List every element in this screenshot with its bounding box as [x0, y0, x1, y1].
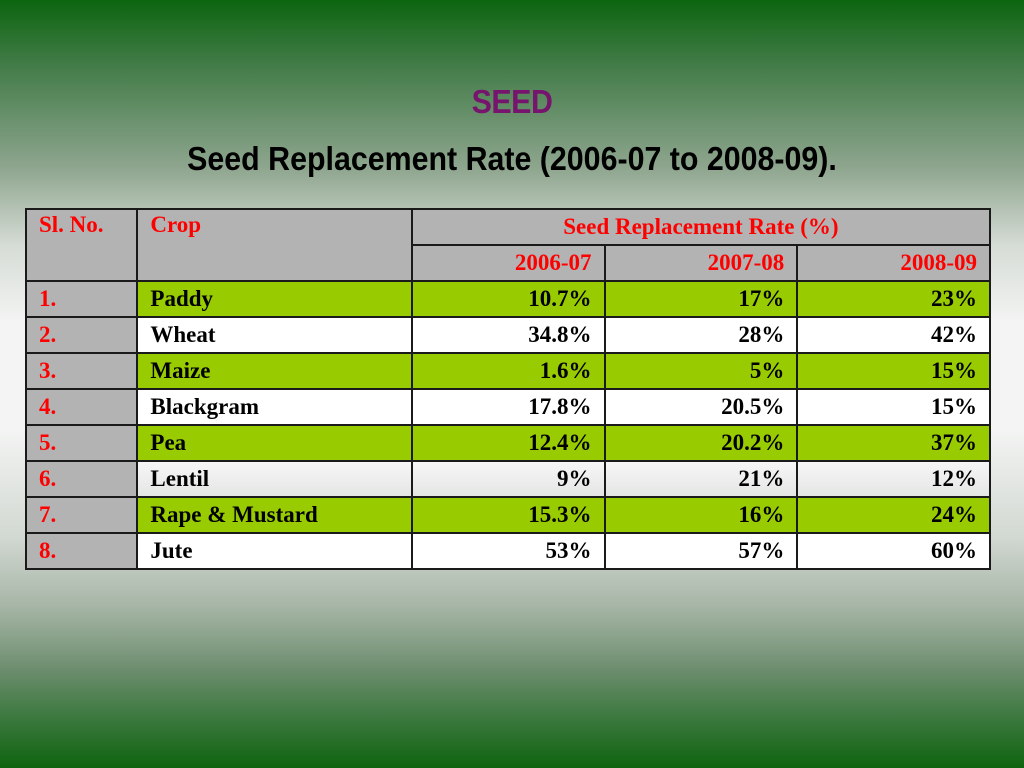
- table-row: 1. Paddy 10.7% 17% 23%: [24, 280, 991, 318]
- rate-2006-07-cell: 1.6%: [410, 352, 606, 390]
- slide-subtitle: Seed Replacement Rate (2006-07 to 2008-0…: [187, 140, 837, 177]
- crop-cell: Jute: [136, 532, 413, 570]
- rate-2008-09-cell: 24%: [796, 496, 991, 534]
- rate-2007-08-cell: 57%: [603, 532, 799, 570]
- sl-no-cell: 5.: [24, 424, 139, 462]
- header-crop: Crop: [136, 208, 413, 282]
- header-row-2: 2006-07 2007-08 2008-09: [26, 244, 991, 282]
- rate-2008-09-cell: 15%: [796, 388, 991, 426]
- rate-2006-07-cell: 9%: [410, 460, 606, 498]
- crop-cell: Pea: [136, 424, 413, 462]
- rate-2007-08-cell: 21%: [603, 460, 799, 498]
- sl-no-cell: 2.: [24, 316, 139, 354]
- rate-2007-08-cell: 28%: [603, 316, 799, 354]
- table-row: 4. Blackgram 17.8% 20.5% 15%: [24, 388, 991, 426]
- rate-2006-07-cell: 53%: [410, 532, 606, 570]
- table-row: 5. Pea 12.4% 20.2% 37%: [24, 424, 991, 462]
- sl-no-cell: 4.: [24, 388, 139, 426]
- table-row: 6. Lentil 9% 21% 12%: [24, 460, 991, 498]
- header-sl-no: Sl. No.: [24, 208, 139, 282]
- crop-cell: Maize: [136, 352, 413, 390]
- rate-2006-07-cell: 17.8%: [410, 388, 606, 426]
- rate-2007-08-cell: 20.2%: [603, 424, 799, 462]
- sl-no-cell: 3.: [24, 352, 139, 390]
- table-row: 3. Maize 1.6% 5% 15%: [24, 352, 991, 390]
- sl-no-cell: 8.: [24, 532, 139, 570]
- rate-2006-07-cell: 10.7%: [410, 280, 606, 318]
- sl-no-cell: 7.: [24, 496, 139, 534]
- header-row-1: Sl. No. Crop Seed Replacement Rate (%): [24, 208, 992, 282]
- table-row: 2. Wheat 34.8% 28% 42%: [24, 316, 991, 354]
- table-row: 8. Jute 53% 57% 60%: [24, 532, 991, 570]
- table-row: 7. Rape & Mustard 15.3% 16% 24%: [24, 496, 991, 534]
- rate-2008-09-cell: 15%: [796, 352, 991, 390]
- crop-cell: Blackgram: [136, 388, 413, 426]
- rate-2008-09-cell: 12%: [796, 460, 991, 498]
- rate-2006-07-cell: 15.3%: [410, 496, 606, 534]
- header-year-2006-07: 2006-07: [410, 244, 606, 282]
- rate-2008-09-cell: 60%: [796, 532, 991, 570]
- crop-cell: Lentil: [136, 460, 413, 498]
- rate-2008-09-cell: 37%: [796, 424, 991, 462]
- rate-2006-07-cell: 12.4%: [410, 424, 606, 462]
- rate-2007-08-cell: 16%: [603, 496, 799, 534]
- rate-2007-08-cell: 20.5%: [603, 388, 799, 426]
- header-year-2008-09: 2008-09: [796, 244, 991, 282]
- sl-no-cell: 6.: [24, 460, 139, 498]
- crop-cell: Rape & Mustard: [136, 496, 413, 534]
- rate-2008-09-cell: 23%: [796, 280, 991, 318]
- sl-no-cell: 1.: [24, 280, 139, 318]
- header-seed-replacement-rate: Seed Replacement Rate (%): [410, 208, 992, 246]
- crop-cell: Wheat: [136, 316, 413, 354]
- rate-2007-08-cell: 17%: [603, 280, 799, 318]
- slide-title: SEED: [471, 83, 553, 120]
- rate-2006-07-cell: 34.8%: [410, 316, 606, 354]
- rate-2007-08-cell: 5%: [603, 352, 799, 390]
- header-year-2007-08: 2007-08: [603, 244, 799, 282]
- rate-2008-09-cell: 42%: [796, 316, 991, 354]
- seed-replacement-rate-table: Sl. No. Crop Seed Replacement Rate (%) 2…: [24, 208, 992, 570]
- crop-cell: Paddy: [136, 280, 413, 318]
